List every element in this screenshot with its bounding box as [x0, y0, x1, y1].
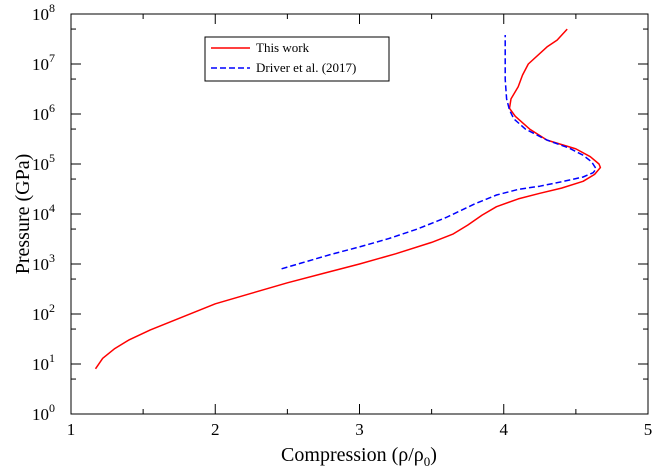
- x-tick-label: 5: [644, 420, 653, 439]
- y-tick-label: 105: [32, 151, 55, 174]
- legend-box: [204, 36, 390, 82]
- y-tick-base: 10: [32, 355, 49, 374]
- x-tick-label: 1: [67, 420, 76, 439]
- y-tick-exponent: 2: [49, 301, 55, 315]
- y-tick-base: 10: [32, 405, 49, 424]
- y-tick-base: 10: [32, 105, 49, 124]
- y-tick-base: 10: [32, 55, 49, 74]
- legend: This work Driver et al. (2017): [204, 36, 390, 82]
- y-tick-label: 108: [32, 1, 55, 24]
- y-tick-label: 100: [32, 401, 55, 424]
- y-tick-label: 104: [32, 201, 55, 224]
- x-axis-title-end: ): [430, 444, 437, 466]
- y-tick-label: 106: [32, 101, 55, 124]
- y-tick-label: 103: [32, 251, 55, 274]
- y-tick-base: 10: [32, 155, 49, 174]
- y-tick-exponent: 0: [49, 401, 55, 415]
- y-tick-base: 10: [32, 255, 49, 274]
- legend-label-this-work: This work: [256, 40, 310, 55]
- y-tick-base: 10: [32, 5, 49, 24]
- y-tick-exponent: 6: [49, 101, 55, 115]
- y-tick-exponent: 1: [49, 351, 55, 365]
- y-axis-title: Pressure (GPa): [12, 154, 34, 275]
- x-tick-label: 2: [211, 420, 220, 439]
- x-tick-label: 4: [500, 420, 509, 439]
- x-tick-label: 3: [355, 420, 364, 439]
- y-tick-label: 101: [32, 351, 55, 374]
- y-tick-exponent: 8: [49, 1, 55, 15]
- x-axis-title-subscript: 0: [424, 454, 431, 469]
- x-axis-title: Compression (ρ/ρ0): [281, 444, 437, 469]
- y-tick-label: 107: [32, 51, 55, 74]
- series-line-this-work: [94, 28, 602, 370]
- legend-label-driver: Driver et al. (2017): [256, 60, 356, 75]
- x-axis-title-main: Compression (ρ/ρ: [281, 444, 424, 466]
- series-layer: [94, 28, 602, 370]
- y-tick-base: 10: [32, 305, 49, 324]
- y-tick-exponent: 5: [49, 151, 55, 165]
- y-tick-exponent: 3: [49, 251, 55, 265]
- y-tick-base: 10: [32, 205, 49, 224]
- y-tick-exponent: 7: [49, 51, 55, 65]
- y-tick-label: 102: [32, 301, 55, 324]
- y-tick-exponent: 4: [49, 201, 55, 215]
